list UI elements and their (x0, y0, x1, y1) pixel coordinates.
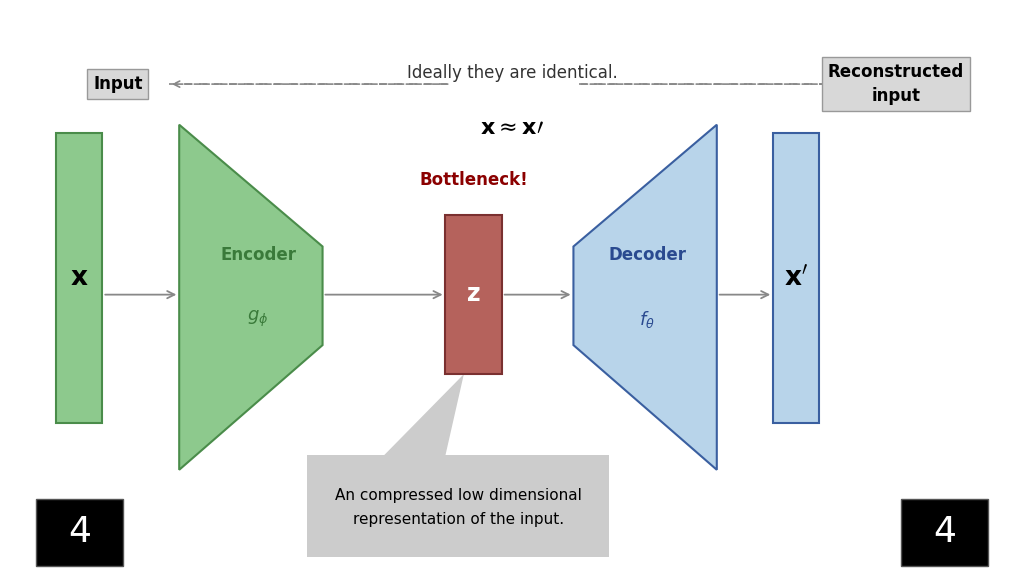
FancyBboxPatch shape (773, 133, 819, 423)
Polygon shape (573, 125, 717, 470)
Text: $f_\theta$: $f_\theta$ (639, 309, 655, 329)
Text: $\mathit{4}$: $\mathit{4}$ (933, 515, 956, 549)
FancyBboxPatch shape (445, 215, 502, 374)
FancyBboxPatch shape (36, 499, 123, 566)
Text: Decoder: Decoder (608, 246, 686, 264)
Text: Bottleneck!: Bottleneck! (420, 171, 528, 189)
Polygon shape (179, 125, 323, 470)
Text: Ideally they are identical.: Ideally they are identical. (407, 63, 617, 82)
Text: $\mathbf{x} \approx \mathbf{x\prime}$: $\mathbf{x} \approx \mathbf{x\prime}$ (480, 118, 544, 137)
Polygon shape (384, 374, 464, 455)
Text: $\mathbf{x}$: $\mathbf{x}$ (70, 266, 89, 291)
FancyBboxPatch shape (901, 499, 988, 566)
Text: Reconstructed
input: Reconstructed input (827, 63, 965, 105)
Text: $g_\phi$: $g_\phi$ (248, 309, 268, 329)
FancyBboxPatch shape (307, 455, 609, 557)
Text: Encoder: Encoder (220, 246, 296, 264)
Text: Input: Input (93, 75, 142, 93)
Text: $\mathbf{z}$: $\mathbf{z}$ (466, 282, 481, 306)
Text: $\mathbf{x'}$: $\mathbf{x'}$ (784, 266, 808, 291)
FancyBboxPatch shape (56, 133, 102, 423)
Text: $\mathit{4}$: $\mathit{4}$ (68, 515, 91, 549)
Text: An compressed low dimensional
representation of the input.: An compressed low dimensional representa… (335, 488, 583, 527)
